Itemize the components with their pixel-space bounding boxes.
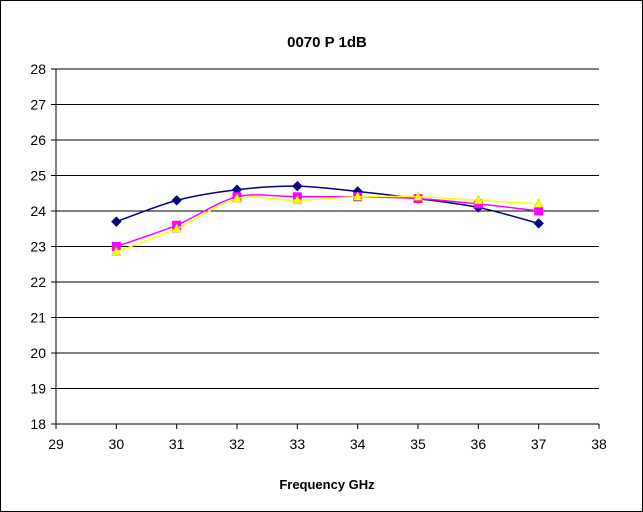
y-tick-label: 22 xyxy=(30,274,46,290)
data-point-triangle xyxy=(232,193,242,203)
y-tick-label: 27 xyxy=(30,97,46,113)
data-point-diamond xyxy=(111,216,122,227)
x-tick-label: 31 xyxy=(169,436,185,452)
gridlines xyxy=(56,68,599,389)
data-point-diamond xyxy=(292,180,303,192)
x-tick-label: 35 xyxy=(410,436,426,452)
y-tick-label: 23 xyxy=(30,239,46,255)
data-point-diamond xyxy=(533,218,544,229)
data-point-triangle xyxy=(171,223,182,233)
series-layer xyxy=(111,180,544,256)
data-point-diamond xyxy=(171,195,182,206)
data-point-triangle xyxy=(473,194,484,205)
y-tick-label: 18 xyxy=(30,416,46,432)
data-point-triangle xyxy=(413,191,423,201)
data-point-triangle xyxy=(352,191,363,201)
y-tick-label: 28 xyxy=(30,61,46,77)
x-tick-label: 30 xyxy=(109,436,125,452)
data-point-square xyxy=(534,206,544,216)
x-tick-label: 33 xyxy=(290,436,306,452)
x-axis-title: Frequency GHz xyxy=(279,477,375,492)
y-tick-label: 26 xyxy=(30,132,46,148)
y-tick-label: 24 xyxy=(30,203,46,219)
data-point-triangle xyxy=(533,198,544,208)
x-tick-label: 37 xyxy=(531,436,547,452)
x-tick-label: 34 xyxy=(350,436,366,452)
x-tick-label: 32 xyxy=(229,436,245,452)
y-tick-label: 19 xyxy=(30,381,46,397)
chart-title: 0070 P 1dB xyxy=(287,34,367,51)
y-tick-label: 25 xyxy=(30,168,46,184)
y-tick-label: 21 xyxy=(30,310,46,326)
series-3 xyxy=(111,191,544,256)
data-point-triangle xyxy=(111,246,122,256)
x-tick-label: 36 xyxy=(471,436,487,452)
y-tick-label: 20 xyxy=(30,345,46,361)
x-tick-label: 38 xyxy=(591,436,607,452)
x-tick-label: 29 xyxy=(48,436,64,452)
data-point-triangle xyxy=(292,194,303,205)
axis-ticks: 18 19 20 21 22 23 24 25 26 27 28 29 30 31 32 33 34 35 36 37… xyxy=(30,61,607,452)
